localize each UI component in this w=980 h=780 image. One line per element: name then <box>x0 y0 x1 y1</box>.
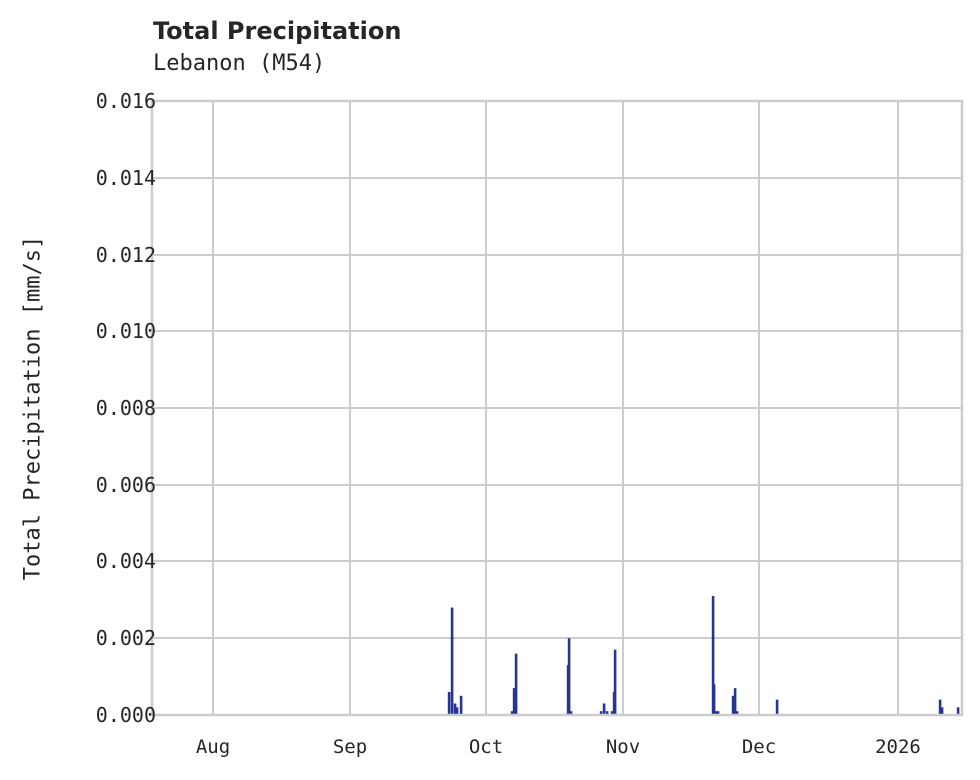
y-tick-label: 0.004 <box>95 549 156 573</box>
chart-subtitle: Lebanon (M54) <box>153 51 326 76</box>
y-tick-label: 0.000 <box>95 703 156 727</box>
y-tick-label: 0.006 <box>95 473 156 497</box>
y-tick-label: 0.016 <box>95 89 156 113</box>
x-tick-label: Sep <box>332 736 368 758</box>
chart-title: Total Precipitation <box>153 17 402 45</box>
precipitation-bars <box>447 596 960 715</box>
y-tick-label: 0.002 <box>95 626 156 650</box>
y-tick-label: 0.010 <box>95 319 156 343</box>
y-tick-label: 0.014 <box>95 166 156 190</box>
y-tick-label: 0.012 <box>95 243 156 267</box>
y-tick-label: 0.008 <box>95 396 156 420</box>
x-tick-label: 2026 <box>875 736 921 758</box>
x-tick-label: Nov <box>605 736 641 758</box>
plot-frame <box>150 99 964 717</box>
x-tick-label: Oct <box>468 736 504 758</box>
x-tick-label: Aug <box>195 736 231 758</box>
x-tick-label: Dec <box>741 736 777 758</box>
gridlines <box>152 100 962 716</box>
